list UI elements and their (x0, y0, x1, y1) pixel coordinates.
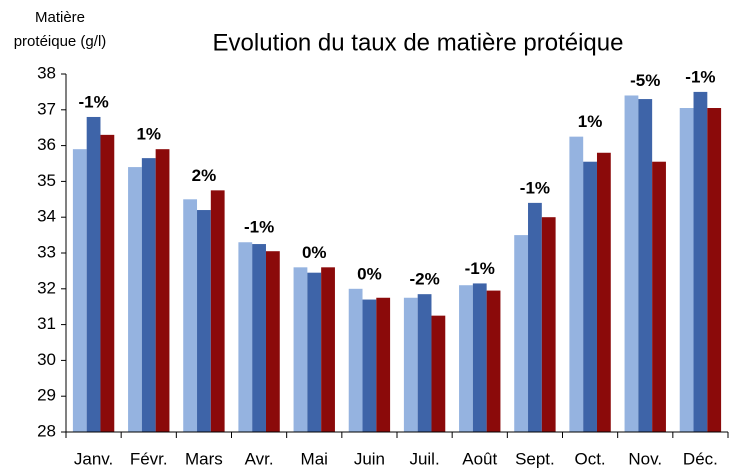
y-tick-label: 29 (37, 386, 56, 405)
annotation: -1% (520, 178, 550, 197)
x-tick-label: Avr. (245, 449, 274, 468)
bar (403, 297, 418, 432)
y-tick-label: 31 (37, 314, 56, 333)
x-tick-label: Mars (185, 449, 223, 468)
annotation: 0% (357, 264, 382, 283)
annotation: 0% (302, 243, 327, 262)
bar (459, 285, 473, 432)
chart-title: Evolution du taux de matière protéique (213, 29, 624, 56)
annotation: 1% (578, 112, 603, 131)
y-tick-label: 32 (37, 278, 56, 297)
y-tick-label: 33 (37, 242, 56, 261)
bar (417, 294, 432, 432)
y-tick-label: 38 (37, 63, 56, 82)
annotation: -1% (465, 259, 495, 278)
annotation: -1% (685, 67, 715, 86)
annotation: 2% (192, 166, 217, 185)
bar (569, 136, 584, 432)
x-tick-label: Déc. (683, 449, 718, 468)
y-axis-label: Matière (35, 9, 85, 26)
bar (86, 116, 101, 433)
bar (528, 202, 542, 432)
x-tick-label: Oct. (574, 449, 605, 468)
bar (514, 235, 529, 432)
bar (596, 152, 611, 432)
bar (376, 297, 391, 432)
bar (197, 210, 211, 432)
x-tick-label: Févr. (130, 449, 168, 468)
bar (321, 267, 335, 432)
annotation: -2% (409, 270, 439, 289)
bar (583, 161, 597, 432)
bar (362, 299, 377, 432)
y-tick-label: 30 (37, 350, 56, 369)
bar (128, 167, 142, 432)
bar (652, 161, 666, 432)
x-tick-label: Sept. (515, 449, 555, 468)
bar (72, 149, 87, 432)
annotation: -1% (244, 218, 274, 237)
bar (210, 190, 225, 432)
bar (307, 272, 322, 432)
annotation: -1% (78, 92, 108, 111)
y-tick-label: 34 (37, 207, 56, 226)
bar (472, 283, 487, 432)
y-tick-label: 37 (37, 99, 56, 118)
y-axis-label: protéique (g/l) (14, 33, 107, 50)
bar (693, 91, 708, 433)
bar (252, 244, 266, 432)
bar (100, 134, 115, 433)
x-tick-label: Juil. (409, 449, 439, 468)
bar (183, 199, 198, 432)
bar (155, 149, 170, 432)
bar (679, 108, 694, 432)
x-tick-label: Juin (354, 449, 385, 468)
x-tick-label: Nov. (628, 449, 662, 468)
bar (486, 290, 501, 432)
bar (293, 267, 308, 432)
bar (238, 242, 253, 432)
y-tick-label: 35 (37, 171, 56, 190)
bar (265, 251, 280, 432)
x-tick-label: Août (462, 449, 497, 468)
y-tick-label: 28 (37, 421, 56, 440)
bar (431, 315, 446, 432)
bar (541, 217, 556, 432)
annotation: -5% (630, 71, 660, 90)
bar (638, 99, 653, 432)
annotation: 1% (136, 125, 161, 144)
y-tick-label: 36 (37, 135, 56, 154)
bar (707, 108, 722, 432)
bar (348, 288, 363, 432)
bar (624, 95, 639, 432)
bar (141, 158, 156, 432)
x-tick-label: Janv. (74, 449, 113, 468)
x-tick-label: Mai (301, 449, 328, 468)
